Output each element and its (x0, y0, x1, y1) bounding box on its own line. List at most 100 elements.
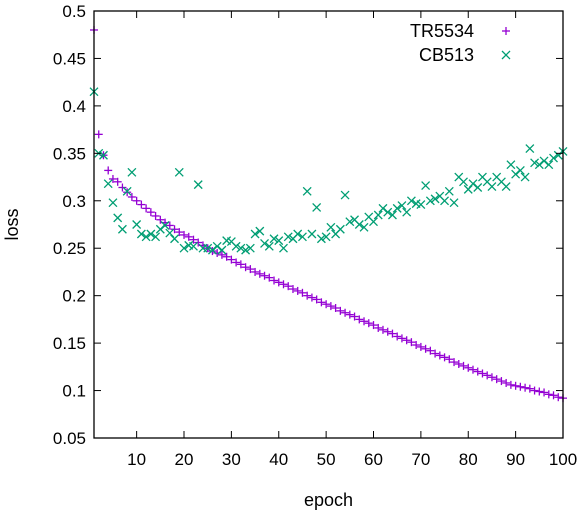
data-point (530, 158, 540, 168)
data-point (373, 210, 383, 220)
data-point (279, 280, 288, 289)
data-point (425, 196, 435, 206)
data-point (487, 182, 497, 192)
data-point (113, 177, 122, 186)
data-point (108, 174, 117, 183)
data-point (155, 224, 165, 234)
axis-ticks: 0.05 0.1 0.15 0.2 0.25 0.3 0.35 0.4 0.45 0.5 10 20 3… (53, 2, 577, 469)
y-tick-label: 0.45 (53, 49, 86, 68)
data-point (321, 232, 331, 242)
data-point (326, 222, 336, 232)
data-point (549, 391, 558, 400)
data-point (279, 243, 288, 253)
x-tick-label: 70 (411, 450, 430, 469)
data-point (435, 351, 444, 360)
data-point (454, 359, 463, 368)
data-point (297, 232, 307, 242)
data-point (246, 265, 255, 274)
data-point (534, 160, 544, 170)
legend-label: CB513 (419, 45, 474, 65)
data-point (217, 245, 227, 255)
data-point (104, 166, 113, 175)
data-point (241, 263, 250, 272)
x-tick-label: 10 (127, 450, 146, 469)
data-point (406, 196, 416, 206)
data-point (468, 179, 478, 189)
x-tick-label: 80 (459, 450, 478, 469)
data-point (463, 184, 473, 194)
data-point (236, 243, 246, 253)
data-point (123, 188, 132, 197)
data-point (459, 361, 468, 370)
y-tick-label: 0.25 (53, 239, 86, 258)
data-point (146, 208, 155, 217)
data-point (189, 235, 198, 244)
x-tick-label: 20 (175, 450, 194, 469)
y-tick-label: 0.05 (53, 429, 86, 448)
data-point (132, 196, 141, 205)
data-point (445, 355, 454, 364)
data-point (487, 373, 496, 382)
data-point (340, 190, 350, 200)
data-point (118, 183, 127, 192)
data-points (89, 25, 568, 403)
data-point (350, 312, 359, 321)
data-point (497, 377, 506, 386)
data-point (217, 250, 226, 259)
data-point (426, 346, 435, 355)
data-point (540, 388, 549, 397)
data-point (502, 378, 511, 387)
data-point (255, 269, 264, 278)
data-point (397, 201, 407, 210)
data-point (165, 221, 174, 230)
data-point (137, 200, 146, 209)
data-point (141, 232, 151, 242)
y-tick-label: 0.2 (62, 287, 86, 306)
series-cb513 (89, 87, 568, 255)
data-point (359, 222, 369, 232)
data-point (231, 241, 241, 251)
data-point (232, 258, 241, 267)
data-point (473, 367, 482, 376)
data-point (345, 217, 355, 227)
data-point (369, 321, 378, 330)
data-point (360, 317, 369, 326)
data-point (501, 182, 511, 192)
data-point (520, 172, 530, 182)
data-point (444, 186, 454, 196)
data-point (142, 204, 151, 213)
data-point (535, 387, 544, 396)
data-point (525, 384, 534, 393)
data-point (222, 252, 231, 261)
data-point (127, 192, 136, 201)
x-axis-label: epoch (304, 490, 353, 510)
data-point (392, 203, 402, 213)
data-point (345, 310, 354, 319)
data-point (250, 229, 260, 239)
data-point (264, 241, 274, 251)
data-point (260, 271, 269, 280)
data-point (260, 239, 270, 248)
y-tick-label: 0.4 (62, 97, 86, 116)
data-point (383, 207, 393, 217)
data-point (298, 288, 307, 297)
data-point (326, 302, 335, 311)
data-point (117, 224, 127, 234)
data-point (431, 349, 440, 358)
data-point (506, 160, 516, 170)
legend-label: TR5534 (410, 21, 474, 41)
data-point (175, 228, 184, 237)
y-tick-label: 0.3 (62, 192, 86, 211)
data-point (412, 341, 421, 350)
data-point (492, 375, 501, 384)
data-point (539, 156, 549, 166)
data-point (179, 243, 189, 253)
data-point (416, 200, 426, 210)
data-point (284, 282, 293, 291)
data-point (293, 286, 302, 295)
data-point (483, 371, 492, 380)
data-point (521, 383, 530, 392)
x-tick-label: 50 (317, 450, 336, 469)
data-point (421, 344, 430, 353)
